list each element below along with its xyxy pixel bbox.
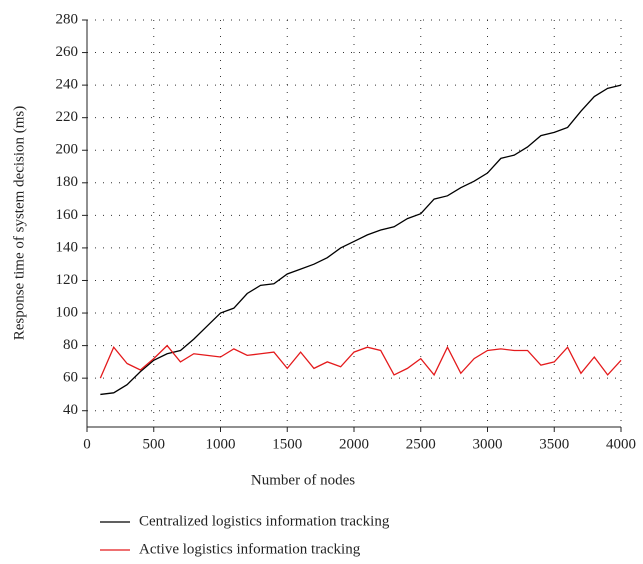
- x-tick-label: 4000: [606, 436, 636, 452]
- y-tick-label: 40: [63, 402, 78, 418]
- x-tick-label: 1000: [206, 436, 236, 452]
- y-tick-label: 60: [63, 370, 78, 386]
- x-tick-label: 2000: [339, 436, 369, 452]
- legend-label: Active logistics information tracking: [139, 541, 361, 557]
- x-tick-label: 500: [143, 436, 166, 452]
- legend-label: Centralized logistics information tracki…: [139, 513, 390, 529]
- y-tick-label: 80: [63, 337, 78, 353]
- series-line: [99, 344, 622, 379]
- x-axis-label: Number of nodes: [251, 472, 355, 488]
- x-tick-label: 0: [83, 436, 91, 452]
- series-line: [100, 84, 622, 396]
- x-tick-label: 1500: [272, 436, 302, 452]
- y-tick-label: 220: [56, 109, 79, 125]
- y-tick-label: 240: [56, 77, 79, 93]
- x-tick-label: 2500: [406, 436, 436, 452]
- y-tick-label: 260: [56, 44, 79, 60]
- y-tick-label: 140: [56, 239, 79, 255]
- y-tick-label: 100: [56, 304, 79, 320]
- y-tick-label: 160: [56, 207, 79, 223]
- y-tick-label: 120: [56, 272, 79, 288]
- y-axis-label: Response time of system decision (ms): [11, 106, 27, 341]
- x-tick-label: 3500: [539, 436, 569, 452]
- y-tick-label: 200: [56, 142, 79, 158]
- y-tick-label: 280: [56, 11, 79, 27]
- x-tick-label: 3000: [473, 436, 503, 452]
- y-tick-label: 180: [56, 174, 79, 190]
